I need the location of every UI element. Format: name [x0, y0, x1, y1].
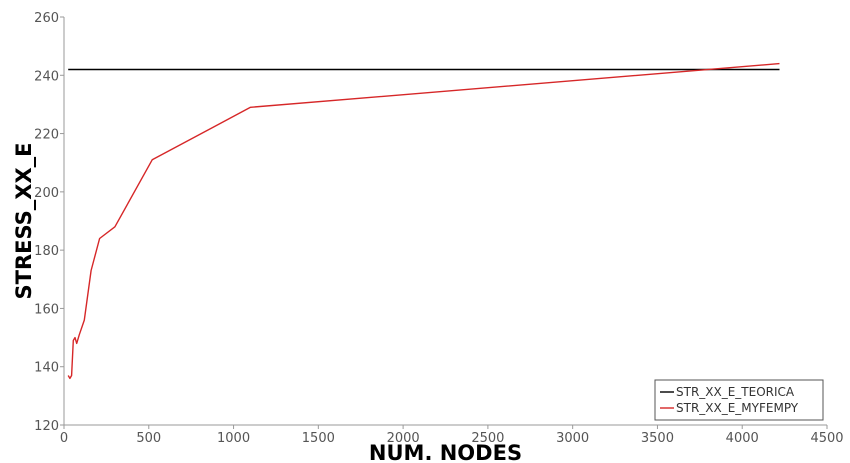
x-tick-label: 3000 — [556, 431, 589, 446]
x-tick-label: 2000 — [387, 431, 420, 446]
x-axis-title: NUM. NODES — [369, 441, 522, 463]
series-layer — [67, 62, 780, 380]
y-tick-label: 180 — [34, 244, 59, 259]
x-ticks: 0 500 1000 1500 2000 2500 3000 3500 4000 4500 — [60, 425, 844, 446]
y-tick-label: 140 — [34, 361, 59, 376]
x-tick-label: 500 — [136, 431, 161, 446]
y-ticks: 120 140 160 180 200 220 240 260 — [34, 11, 64, 434]
legend: STR_XX_E_TEORICA STR_XX_E_MYFEMPY — [654, 379, 824, 421]
axes: 0 500 1000 1500 2000 2500 3000 3500 4000 4500 120… — [34, 11, 843, 446]
x-tick-label: 3500 — [641, 431, 674, 446]
legend-label-1: STR_XX_E_MYFEMPY — [676, 401, 799, 415]
x-tick-label: 0 — [60, 431, 68, 446]
y-axis-title: STRESS_XX_E — [12, 143, 36, 300]
legend-label-0: STR_XX_E_TEORICA — [676, 385, 795, 399]
x-tick-label: 1500 — [302, 431, 335, 446]
y-tick-label: 120 — [34, 419, 59, 434]
y-tick-label: 260 — [34, 11, 59, 26]
x-tick-label: 2500 — [471, 431, 504, 446]
y-tick-label: 240 — [34, 69, 59, 84]
legend-box — [654, 379, 824, 421]
y-tick-label: 220 — [34, 128, 59, 143]
y-tick-label: 160 — [34, 302, 59, 317]
x-tick-label: 1000 — [217, 431, 250, 446]
x-tick-label: 4000 — [726, 431, 759, 446]
y-tick-label: 200 — [34, 186, 59, 201]
x-tick-label: 4500 — [810, 431, 843, 446]
series-line-1 — [67, 62, 780, 380]
